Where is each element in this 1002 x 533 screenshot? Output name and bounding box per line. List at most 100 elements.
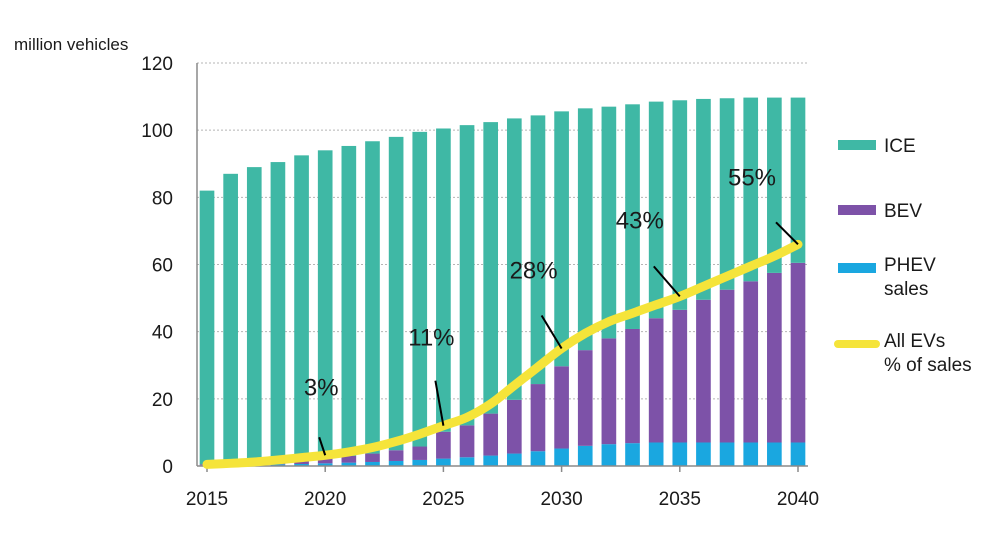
bar-ice-2022 bbox=[365, 141, 380, 454]
bar-bev-2021 bbox=[341, 455, 357, 463]
bar-bev-2027 bbox=[483, 413, 499, 456]
ev-share-line bbox=[202, 239, 803, 469]
bar-bev-2032 bbox=[601, 338, 617, 445]
y-tick-label: 80 bbox=[152, 188, 173, 209]
annotation-label: 28% bbox=[510, 257, 558, 284]
bar-phev-sales-2026 bbox=[459, 457, 475, 466]
bar-ice-2015 bbox=[199, 190, 215, 465]
bar-phev-sales-2037 bbox=[719, 442, 735, 466]
bar-ice-2034 bbox=[648, 101, 664, 319]
bar-ice-2032 bbox=[601, 106, 617, 339]
bar-phev-sales-2039 bbox=[767, 442, 782, 466]
x-tick-label: 2040 bbox=[777, 489, 819, 510]
gridlines bbox=[197, 62, 808, 400]
legend-label: ICE bbox=[884, 136, 916, 157]
bar-bev-2035 bbox=[672, 309, 688, 443]
bar-phev-sales-2022 bbox=[365, 461, 380, 466]
bar-ice-2016 bbox=[223, 173, 238, 464]
bar-bev-2034 bbox=[648, 318, 664, 443]
bar-ice-2024 bbox=[412, 131, 428, 447]
bar-ice-2039 bbox=[767, 97, 782, 273]
bar-phev-sales-2040 bbox=[790, 442, 806, 466]
bar-phev-sales-2030 bbox=[554, 448, 569, 466]
bar-ice-2037 bbox=[719, 98, 735, 290]
bar-bev-2023 bbox=[388, 450, 404, 461]
bar-bev-2031 bbox=[577, 350, 593, 446]
x-tick-label: 2025 bbox=[422, 489, 464, 510]
annotation-label: 55% bbox=[728, 164, 776, 191]
bar-ice-2035 bbox=[672, 100, 688, 310]
bar-ice-2040 bbox=[790, 97, 806, 263]
bar-bev-2026 bbox=[459, 425, 475, 458]
bar-ice-2027 bbox=[483, 122, 499, 414]
bar-bev-2024 bbox=[412, 446, 428, 460]
bar-phev-sales-2019 bbox=[294, 463, 309, 466]
bar-ice-2030 bbox=[554, 111, 569, 367]
y-tick-label: 100 bbox=[141, 121, 173, 142]
bar-phev-sales-2024 bbox=[412, 459, 428, 466]
annotation-label: 11% bbox=[408, 325, 454, 352]
bar-ice-2036 bbox=[696, 98, 711, 300]
bar-bev-2040 bbox=[790, 262, 806, 443]
legend-swatch bbox=[838, 263, 876, 273]
bar-ice-2017 bbox=[246, 167, 262, 463]
bar-phev-sales-2020 bbox=[317, 463, 333, 466]
bar-phev-sales-2031 bbox=[577, 445, 593, 466]
legend-label: All EVs% of sales bbox=[884, 331, 972, 376]
annotation-leader bbox=[318, 436, 327, 456]
x-tick-label: 2020 bbox=[304, 489, 346, 510]
bar-phev-sales-2036 bbox=[696, 442, 711, 466]
axes bbox=[196, 63, 808, 467]
bar-phev-sales-2025 bbox=[436, 458, 451, 466]
bar-phev-sales-2035 bbox=[672, 442, 688, 466]
x-tick-label: 2030 bbox=[540, 489, 582, 510]
bar-phev-sales-2029 bbox=[530, 451, 546, 466]
x-tick-label: 2035 bbox=[659, 489, 701, 510]
legend: ICE BEV PHEV sales All EVs% of sales bbox=[834, 136, 972, 376]
bar-bev-2030 bbox=[554, 366, 569, 449]
annotation-leader bbox=[653, 265, 681, 298]
bar-bev-2033 bbox=[625, 328, 640, 444]
annotations: 3% 11% 28% 43% 55% bbox=[304, 164, 799, 456]
bar-phev-sales-2028 bbox=[506, 453, 522, 466]
ev-share-line-path bbox=[202, 239, 803, 469]
annotation-label: 43% bbox=[616, 207, 664, 234]
bars bbox=[199, 97, 806, 466]
bar-ice-2021 bbox=[341, 145, 357, 456]
legend-label: BEV bbox=[884, 201, 922, 222]
bar-ice-2038 bbox=[743, 97, 759, 282]
bar-phev-sales-2023 bbox=[388, 460, 404, 466]
bar-ice-2031 bbox=[577, 108, 593, 351]
bar-bev-2022 bbox=[365, 453, 380, 462]
annotation-label: 3% bbox=[304, 374, 339, 401]
bar-bev-2020 bbox=[317, 458, 333, 464]
bar-bev-2019 bbox=[294, 460, 309, 464]
bar-ice-2029 bbox=[530, 115, 546, 385]
bar-ice-2019 bbox=[294, 155, 309, 461]
bar-ice-2018 bbox=[270, 162, 286, 462]
y-tick-label: 60 bbox=[152, 256, 173, 277]
y-tick-label: 0 bbox=[162, 457, 173, 478]
bar-ice-2028 bbox=[506, 118, 522, 400]
annotation-leader bbox=[434, 380, 445, 426]
bar-ice-2025 bbox=[436, 128, 451, 432]
x-axis-ticks: 2015 2020 2025 2030 2035 2040 bbox=[186, 466, 819, 510]
bar-ice-2020 bbox=[317, 150, 333, 459]
bar-phev-sales-2038 bbox=[743, 442, 759, 466]
annotation-leader bbox=[540, 314, 563, 349]
y-tick-label: 120 bbox=[141, 54, 173, 75]
bar-ice-2026 bbox=[459, 125, 475, 426]
bar-phev-sales-2027 bbox=[483, 455, 499, 466]
y-tick-label: 20 bbox=[152, 390, 173, 411]
bar-ice-2033 bbox=[625, 104, 640, 329]
y-tick-label: 40 bbox=[152, 323, 173, 344]
y-axis-label: million vehicles bbox=[14, 35, 128, 54]
bar-bev-2025 bbox=[436, 431, 451, 459]
bar-phev-sales-2021 bbox=[341, 462, 357, 466]
bar-phev-sales-2033 bbox=[625, 443, 640, 466]
bar-phev-sales-2018 bbox=[270, 464, 286, 466]
bar-bev-2028 bbox=[506, 399, 522, 454]
bar-bev-2039 bbox=[767, 272, 782, 443]
y-axis-ticks: 0 20 40 60 80 100 120 bbox=[141, 54, 173, 478]
